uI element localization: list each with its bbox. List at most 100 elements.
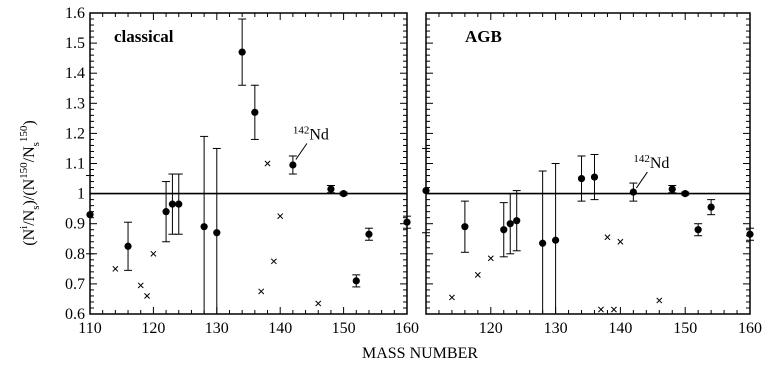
annotation-sup: 142: [293, 125, 310, 137]
cross-stroke: [474, 271, 481, 278]
cross-marker: [150, 250, 157, 257]
y-tick-label: 0.6: [65, 306, 85, 323]
data-point: [512, 190, 521, 252]
x-tick-label: 120: [479, 320, 503, 337]
data-point: [238, 18, 247, 86]
x-tick-label: 160: [738, 320, 762, 337]
point-marker: [289, 161, 297, 169]
data-point: [590, 153, 599, 201]
data-point: [681, 190, 690, 198]
cross-stroke: [610, 306, 617, 313]
data-point: [326, 184, 335, 194]
point-marker: [513, 217, 521, 225]
annotation-sup: 142: [633, 153, 650, 165]
y-tick-labels: 0.6 0.7 0.8 0.9 1 1.1 1.2 1.3 1.4 1.5 1.6: [65, 5, 85, 323]
cross-marker: [270, 258, 277, 265]
point-marker: [681, 190, 689, 198]
nd-annotation: 142Nd: [293, 125, 329, 160]
data-point: [499, 202, 508, 258]
x-tick-label: 140: [268, 320, 292, 337]
cross-marker: [258, 288, 265, 295]
data-point: [162, 181, 171, 243]
cross-marker: [487, 255, 494, 262]
x-tick-labels: 120 130 140 150 160: [479, 320, 762, 337]
axis-ticks: [89, 12, 408, 315]
y-title-sup3: 150: [18, 125, 30, 142]
cross-stroke: [144, 292, 151, 299]
y-title-mid3: /N: [21, 146, 38, 162]
cross-stroke: [656, 297, 663, 304]
panel-classical: classical 142Nd 110 120 130 140 150 160 0.60.…: [65, 5, 419, 337]
y-tick-label: 0.7: [65, 276, 85, 293]
y-tick-label: 1.4: [65, 65, 85, 82]
y-axis-title: (Ni/Ns)/(N150/Ns150): [18, 120, 42, 246]
data-point: [629, 182, 638, 202]
cross-marker: [315, 300, 322, 307]
point-marker: [539, 239, 547, 247]
plot-frame: [425, 12, 751, 315]
cross-stroke: [258, 288, 265, 295]
panel-label: classical: [114, 27, 174, 46]
point-marker: [352, 277, 360, 285]
cross-marker: [604, 234, 611, 241]
point-marker: [238, 48, 246, 56]
point-marker: [590, 173, 599, 181]
x-tick-label: 110: [78, 320, 101, 337]
annotation-leader: [295, 143, 308, 160]
cross-stroke: [604, 234, 611, 241]
cross-marker: [144, 292, 151, 299]
y-tick-label: 1.2: [65, 125, 85, 142]
point-marker: [668, 185, 676, 193]
point-marker: [327, 185, 335, 193]
x-tick-label: 130: [544, 320, 568, 337]
axis-ticks: [425, 12, 751, 315]
point-marker: [175, 200, 183, 208]
data-point: [506, 193, 515, 255]
x-tick-label: 150: [673, 320, 697, 337]
point-marker: [694, 226, 702, 234]
cross-marker: [474, 271, 481, 278]
x-tick-label: 120: [141, 320, 165, 337]
point-marker: [552, 236, 560, 244]
point-marker: [422, 186, 430, 195]
y-tick-label: 0.9: [65, 216, 85, 233]
point-marker: [746, 230, 754, 238]
cross-stroke: [112, 265, 119, 272]
data-point: [364, 227, 373, 241]
cross-marker: [448, 294, 455, 301]
data-point: [212, 147, 221, 314]
cross-marker: [656, 297, 663, 304]
data-point: [460, 200, 469, 253]
data-point: [694, 223, 703, 237]
cross-stroke: [264, 160, 271, 167]
point-marker: [707, 203, 715, 211]
y-title-mid1: /N: [21, 209, 38, 225]
data-point: [707, 199, 716, 216]
cross-stroke: [487, 255, 494, 262]
point-marker: [500, 226, 508, 234]
panel-agb: AGB 142Nd 120 130 140 150 160: [422, 12, 762, 337]
data-point: [174, 173, 183, 235]
x-tick-label: 160: [395, 320, 419, 337]
data-marks: [86, 18, 411, 314]
point-marker: [506, 220, 514, 228]
cross-stroke: [598, 306, 604, 313]
data-point: [403, 215, 411, 229]
cross-stroke: [448, 294, 455, 301]
y-title-sup2: 150: [18, 162, 30, 179]
data-point: [422, 147, 430, 234]
cross-marker: [617, 238, 624, 245]
panel-label: AGB: [465, 27, 502, 46]
point-marker: [124, 242, 132, 250]
y-tick-label: 1.5: [65, 35, 85, 52]
point-marker: [461, 223, 469, 231]
y-tick-label: 1.6: [65, 5, 85, 22]
cross-marker: [112, 265, 119, 272]
point-marker: [577, 174, 586, 183]
y-title-open: (N: [21, 228, 38, 245]
nd-annotation: 142Nd: [633, 153, 670, 189]
y-tick-label: 1: [77, 186, 85, 203]
annotation-text: Nd: [650, 155, 670, 172]
point-marker: [251, 108, 259, 116]
